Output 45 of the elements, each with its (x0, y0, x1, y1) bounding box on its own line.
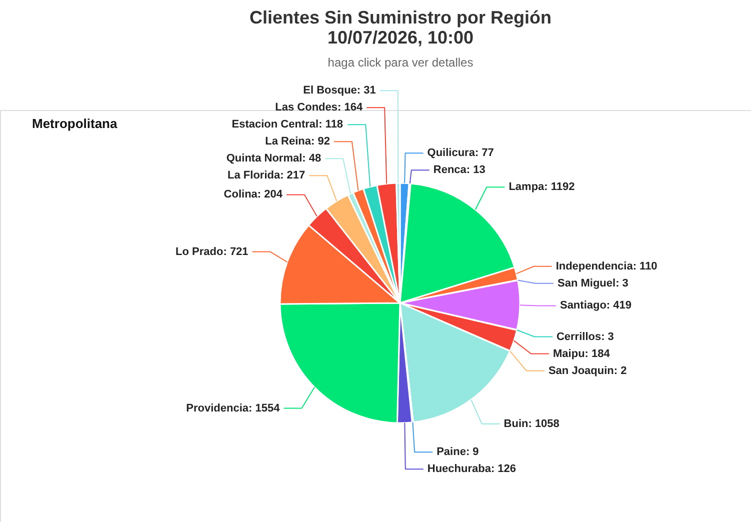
data-label: : 721 (223, 246, 248, 258)
slice-label: San Miguel (557, 277, 616, 290)
data-label: : 77 (474, 147, 494, 160)
data-label: : 48 (302, 152, 322, 165)
slice-label: Lo Prado (176, 246, 224, 258)
slice-label: Buin (504, 418, 528, 430)
slice-label: Providencia (186, 402, 250, 414)
slice-label: Quinta Normal (226, 152, 302, 165)
data-label: : 1058 (528, 418, 560, 430)
slice-label: Quilicura (427, 147, 476, 160)
data-label: : 126 (490, 463, 516, 476)
slice-label: Renca (433, 164, 468, 176)
data-label: : 204 (257, 188, 284, 201)
text: Metropolitana (32, 116, 118, 131)
data-label: : 1554 (248, 402, 281, 414)
data-label: : 217 (280, 170, 306, 182)
data-label: : 92 (311, 136, 330, 148)
slice-label: San Joaquin (548, 364, 614, 377)
slice-label: La Reina (265, 136, 312, 148)
chart-subtitle: haga click para ver detalles (328, 56, 474, 70)
slice-label: La Florida (228, 170, 281, 182)
data-label: : 9 (466, 446, 479, 458)
slice-label: Estacion Central (232, 118, 319, 131)
data-label: : 3 (616, 277, 628, 290)
data-label: : 118 (318, 118, 344, 131)
slice-label: Maipu (553, 348, 585, 360)
data-label: : 1192 (544, 181, 575, 194)
slice-label: Las Condes (275, 102, 338, 114)
data-label: : 419 (606, 300, 632, 312)
slice-label: Cerrillos (556, 330, 602, 343)
data-label: : 13 (466, 164, 486, 176)
slice-label: Santiago (560, 300, 607, 312)
slice-label: Paine (436, 446, 466, 458)
data-label: : 110 (632, 260, 658, 272)
data-label: : 3 (601, 330, 614, 343)
slice-label: Lampa (508, 181, 546, 194)
data-label: : 164 (338, 102, 364, 114)
slice-label: El Bosque (303, 84, 357, 97)
data-label: : 184 (584, 348, 611, 360)
slice-label: Independencia (556, 260, 634, 272)
data-label: : 31 (356, 84, 376, 97)
data-label: : 2 (614, 364, 627, 377)
chart-title: Clientes Sin Suministro por Región 10/07/2026, 10:00 (249, 8, 552, 48)
slice-label: Huechuraba (427, 463, 492, 476)
slice-label: Colina (224, 188, 258, 201)
